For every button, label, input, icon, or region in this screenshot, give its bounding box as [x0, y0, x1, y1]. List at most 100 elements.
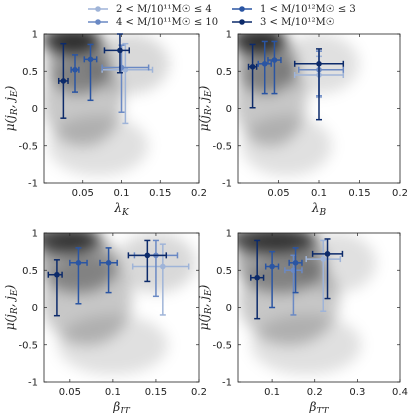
legend-entry-4: 3 < M/10¹²M☉ [232, 17, 335, 28]
y-axis-label: μ(jR, jE) [197, 284, 214, 330]
x-tick-label: 0.05 [59, 387, 81, 398]
legend-label-4: 3 < M/10¹²M☉ [260, 17, 335, 28]
y-tick-label: 0.5 [22, 266, 38, 277]
data-point-group [57, 42, 69, 119]
data-point [320, 256, 327, 262]
density-blob [241, 115, 332, 176]
x-tick-label: 0.3 [349, 387, 365, 398]
x-tick-label: 0.1 [311, 188, 327, 199]
legend-label-2: 4 < M/10¹¹M☉ ≤ 10 [116, 17, 218, 28]
x-tick-label: 0.15 [149, 188, 171, 199]
density-blob [89, 34, 170, 94]
y-tick-label: 0 [32, 104, 38, 115]
x-tick-label: 0.15 [348, 188, 370, 199]
data-point [271, 57, 278, 63]
data-point [144, 252, 151, 259]
data-point-group [127, 239, 168, 283]
y-tick-label: 1 [226, 30, 232, 41]
x-tick-label: 0.1 [105, 387, 121, 398]
y-tick-label: 0.5 [216, 266, 232, 277]
data-point [324, 251, 331, 257]
data-point-group [250, 239, 265, 320]
x-tick-label: 0.1 [264, 387, 280, 398]
y-tick-label: 0 [32, 303, 38, 314]
data-point [117, 47, 123, 54]
x-tick-label: 0.2 [392, 188, 408, 199]
legend-label-3: 1 < M/10¹²M☉ ≤ 3 [260, 4, 356, 15]
y-tick-label: 0 [226, 104, 232, 115]
data-point [249, 63, 256, 70]
density-background [238, 34, 359, 176]
legend-entry-1: 2 < M/10¹¹M☉ ≤ 4 [88, 4, 212, 15]
density-blob [57, 314, 168, 375]
y-tick-label: -1 [222, 179, 232, 190]
y-tick-label: 1 [32, 229, 38, 240]
x-axis-label: βIT [112, 400, 130, 413]
y-axis-label: μ(jR, jE) [3, 284, 20, 330]
data-point-group [293, 48, 345, 121]
data-point-group [257, 40, 272, 95]
y-tick-label: 1 [32, 30, 38, 41]
panel-beta-it: -1 -0.5 0 0.5 1 0.05 0.1 0.15 0.2 βIT μ(jR, jE) [3, 229, 207, 413]
x-axis-label: βTT [308, 400, 329, 413]
y-tick-label: -0.5 [212, 141, 232, 152]
legend-label-1: 2 < M/10¹¹M☉ ≤ 4 [116, 4, 212, 15]
data-point [72, 66, 78, 73]
data-point-group [101, 42, 154, 125]
panel-lambda-b: -1 -0.5 0 0.5 1 0.05 0.1 0.15 0.2 λB μ(jR, jE) [197, 30, 408, 219]
y-tick-label: 0 [226, 303, 232, 314]
x-tick-label: 0.05 [72, 188, 94, 199]
data-point [105, 260, 112, 266]
data-point [75, 260, 82, 266]
density-blob [296, 233, 377, 293]
data-point-group [267, 40, 282, 95]
panel-lambda-k: -1 -0.5 0 0.5 1 0.05 0.1 0.15 0.2 λK μ(jR, jE) [3, 30, 207, 219]
data-point-group [103, 33, 130, 74]
data-point [60, 78, 67, 84]
legend-entry-2: 4 < M/10¹¹M☉ ≤ 10 [88, 17, 218, 28]
x-tick-label: 0.2 [191, 188, 207, 199]
x-tick-label: 0.4 [392, 387, 408, 398]
data-point-group [83, 43, 98, 102]
x-tick-label: 0.2 [307, 387, 323, 398]
data-point-group [247, 43, 258, 109]
y-axis-label: μ(jR, jE) [197, 85, 214, 131]
data-point-group [70, 54, 80, 93]
y-tick-label: -1 [28, 378, 38, 389]
data-point-group [99, 247, 118, 294]
data-point [87, 56, 94, 63]
y-tick-label: -1 [28, 179, 38, 190]
data-point [292, 260, 299, 266]
data-point [261, 61, 268, 67]
data-point-group [264, 250, 280, 309]
density-blob [48, 115, 149, 176]
data-point [316, 61, 322, 67]
y-tick-label: -0.5 [18, 340, 38, 351]
legend: 2 < M/10¹¹M☉ ≤ 4 4 < M/10¹¹M☉ ≤ 10 1 < M… [88, 4, 356, 28]
density-blob [251, 314, 362, 375]
x-tick-label: 0.2 [191, 387, 207, 398]
data-point-group [47, 259, 63, 317]
x-tick-label: 0.05 [267, 188, 289, 199]
x-tick-label: 0.15 [145, 387, 167, 398]
y-tick-label: -1 [222, 378, 232, 389]
y-tick-label: 1 [226, 229, 232, 240]
density-background [44, 233, 196, 375]
panel-beta-tt: -1 -0.5 0 0.5 1 0.1 0.2 0.3 0.4 βTT μ(jR, jE) [197, 229, 408, 413]
data-point-group [305, 239, 342, 312]
data-point [269, 263, 275, 270]
density-background [238, 233, 377, 375]
y-tick-label: 0.5 [22, 67, 38, 78]
x-tick-label: 0.1 [114, 188, 130, 199]
data-point-group [311, 238, 344, 300]
y-tick-label: -0.5 [212, 340, 232, 351]
x-axis-label: λK [113, 201, 130, 218]
y-tick-label: -0.5 [18, 141, 38, 152]
x-axis-label: λB [311, 201, 327, 218]
y-axis-label: μ(jR, jE) [3, 85, 20, 131]
data-point-group [69, 247, 88, 305]
data-point-group [288, 247, 303, 294]
data-point [254, 274, 260, 281]
legend-entry-3: 1 < M/10¹²M☉ ≤ 3 [232, 4, 356, 15]
